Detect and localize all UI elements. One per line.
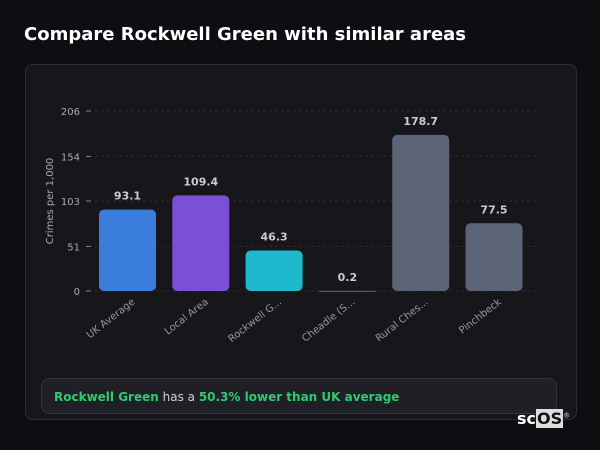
bar xyxy=(465,223,523,291)
bar-value-label: 46.3 xyxy=(261,231,288,244)
bar-value-label: 93.1 xyxy=(114,190,141,203)
area-name: Rockwell Green xyxy=(54,390,159,404)
bar xyxy=(172,195,230,291)
scos-logo: scOS® xyxy=(517,409,571,428)
summary-text: has a xyxy=(158,390,199,404)
comparison-summary: Rockwell Green has a 50.3% lower than UK… xyxy=(41,378,557,414)
x-tick-label: Cheadle (S... xyxy=(300,297,357,345)
bar xyxy=(245,250,303,291)
comparison-value: 50.3% lower than UK average xyxy=(198,390,400,404)
y-axis-label: Crimes per 1,000 xyxy=(45,158,56,245)
y-tick-label: 206 xyxy=(61,107,80,118)
bar-value-label: 77.5 xyxy=(480,203,507,216)
bar xyxy=(392,134,450,291)
x-tick-label: UK Average xyxy=(85,297,138,341)
y-tick-label: 103 xyxy=(61,197,80,208)
bar-value-label: 178.7 xyxy=(403,115,438,128)
y-tick-label: 51 xyxy=(67,242,80,253)
x-tick-label: Rural Ches... xyxy=(374,297,431,345)
y-tick-label: 154 xyxy=(61,152,80,163)
page-title: Compare Rockwell Green with similar area… xyxy=(24,24,467,45)
x-tick-label: Pinchbeck xyxy=(457,297,504,337)
bar xyxy=(318,290,376,292)
bar xyxy=(99,209,156,291)
x-tick-label: Local Area xyxy=(163,297,211,338)
y-tick-label: 0 xyxy=(74,287,80,298)
bar-value-label: 109.4 xyxy=(183,175,218,188)
x-tick-label: Rockwell G... xyxy=(227,297,284,345)
bar-value-label: 0.2 xyxy=(338,271,358,284)
